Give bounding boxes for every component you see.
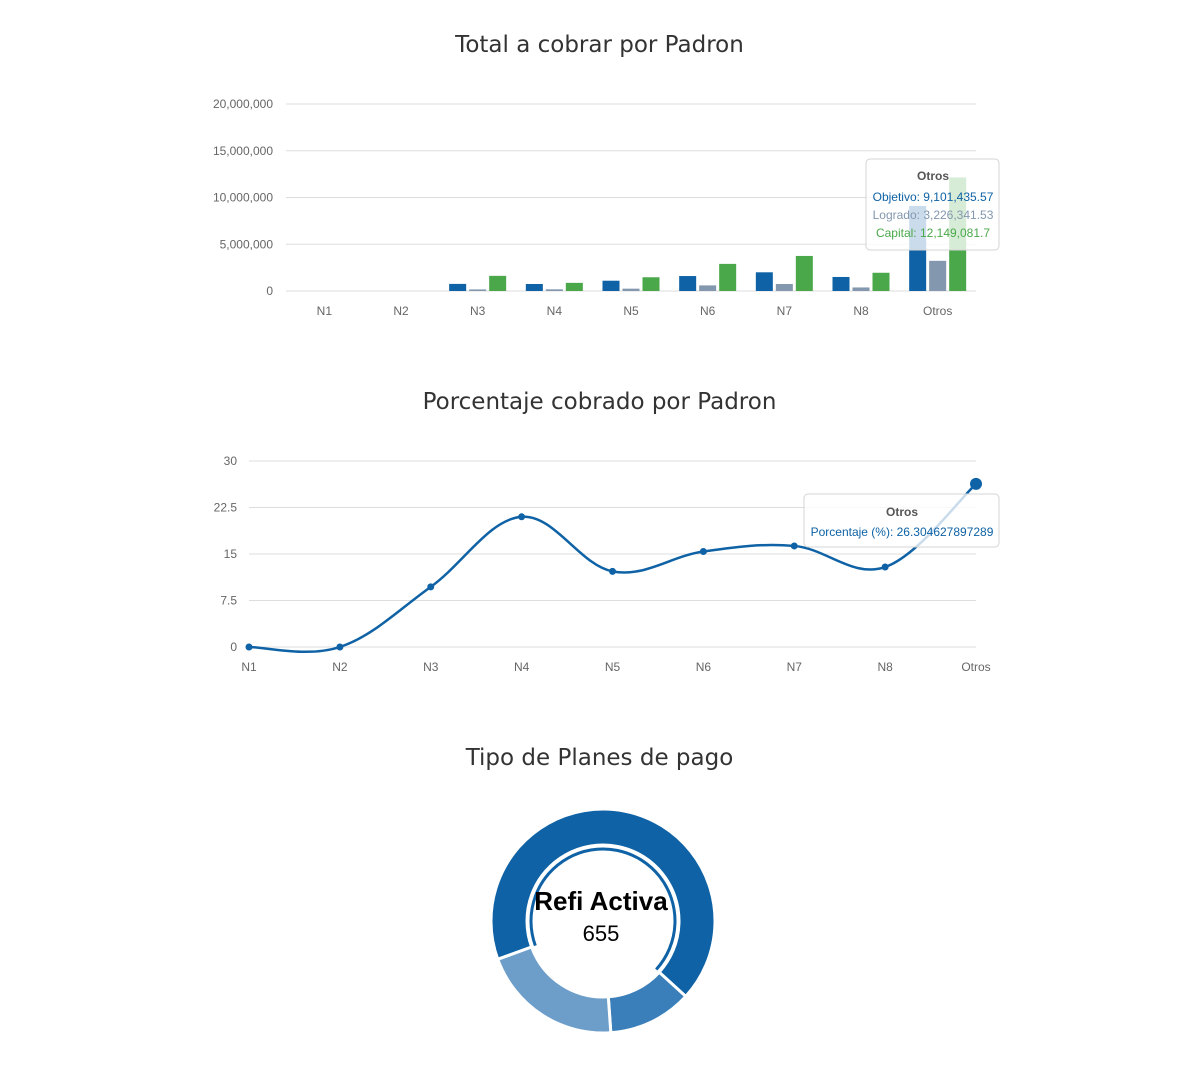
bar-capital-n8[interactable] (872, 272, 890, 291)
line-point-n4[interactable] (518, 513, 526, 521)
line-y-tick-label: 15 (224, 547, 238, 561)
line-x-tick-label: N2 (332, 660, 348, 674)
line-tooltip-box (803, 493, 1000, 548)
bar-objetivo-n8[interactable] (832, 276, 850, 291)
bar-tooltip-line: Objetivo: 9,101,435.57 (873, 190, 994, 204)
line-chart: 0 7.5 15 22.5 30 N1 N2 N3 N4 N5 N6 N7 N8 Otros Otros Po… (214, 454, 1000, 674)
bar-objetivo-n5[interactable] (602, 280, 620, 291)
line-chart-title: Porcentaje cobrado por Padron (422, 389, 777, 415)
bar-x-tick-label: N5 (623, 304, 639, 318)
bar-objetivo-n3[interactable] (449, 283, 467, 291)
line-point-n2[interactable] (336, 643, 344, 651)
bar-y-tick-label: 15,000,000 (213, 144, 273, 158)
bar-logrado-n6[interactable] (699, 285, 717, 291)
bar-tooltip: Otros Objetivo: 9,101,435.57 Logrado: 3,22… (865, 158, 1000, 251)
bar-chart-title: Total a cobrar por Padron (455, 32, 744, 58)
bar-x-tick-label: N8 (853, 304, 869, 318)
bar-capital-n4[interactable] (565, 282, 583, 291)
line-x-tick-label: N6 (696, 660, 712, 674)
line-point-n7[interactable] (790, 542, 798, 550)
donut-active-ring (529, 847, 677, 971)
bar-y-tick-label: 20,000,000 (213, 97, 273, 111)
line-x-tick-label: N8 (877, 660, 893, 674)
line-point-n1[interactable] (245, 643, 253, 651)
donut-chart: Refi Activa 655 (489, 807, 717, 1035)
line-point-n8[interactable] (881, 563, 889, 571)
bar-x-tick-label: N4 (547, 304, 563, 318)
bar-objetivo-n7[interactable] (755, 272, 773, 291)
bar-logrado-n4[interactable] (545, 289, 563, 291)
bar-y-tick-label: 5,000,000 (220, 237, 274, 251)
bar-tooltip-box (865, 158, 1000, 251)
bar-x-tick-label: N1 (317, 304, 333, 318)
line-x-tick-label: N5 (605, 660, 621, 674)
bar-logrado-n8[interactable] (852, 287, 870, 291)
line-tooltip: Otros Porcentaje (%): 26.304627897289 (803, 493, 1000, 548)
donut-slice-2[interactable] (495, 945, 613, 1035)
donut-slice-0[interactable] (489, 807, 717, 999)
donut-center-value: 655 (583, 921, 620, 946)
line-point-n5[interactable] (609, 567, 616, 575)
line-y-tick-label: 0 (230, 640, 237, 654)
bar-capital-n7[interactable] (795, 255, 813, 291)
bar-x-tick-label: Otros (923, 304, 952, 318)
bar-y-tick-label: 0 (266, 284, 273, 298)
bar-y-tick-label: 10,000,000 (213, 191, 273, 205)
line-y-tick-label: 22.5 (214, 501, 238, 515)
bar-x-tick-label: N7 (777, 304, 793, 318)
line-y-tick-label: 30 (224, 454, 238, 468)
bar-tooltip-title: Otros (917, 169, 949, 183)
bar-objetivo-n4[interactable] (525, 283, 543, 291)
bar-logrado-n3[interactable] (469, 289, 487, 291)
line-x-tick-label: N1 (241, 660, 257, 674)
line-x-tick-label: N7 (787, 660, 803, 674)
bar-capital-n6[interactable] (719, 263, 737, 291)
donut-chart-title: Tipo de Planes de pago (465, 745, 734, 771)
bar-chart: 0 5,000,000 10,000,000 15,000,000 20,000,000… (213, 97, 1000, 318)
bar-logrado-otros[interactable] (929, 260, 947, 291)
bar-logrado-n5[interactable] (622, 288, 640, 291)
line-x-tick-label: Otros (961, 660, 990, 674)
bar-objetivo-n6[interactable] (679, 276, 697, 291)
donut-center-label: Refi Activa (534, 886, 668, 916)
bar-x-tick-label: N3 (470, 304, 486, 318)
bar-x-tick-label: N2 (393, 304, 409, 318)
line-point-otros[interactable] (970, 477, 982, 490)
line-point-n3[interactable] (427, 583, 435, 591)
line-tooltip-title: Otros (886, 505, 918, 519)
bar-logrado-n7[interactable] (775, 283, 793, 291)
line-x-tick-label: N4 (514, 660, 530, 674)
line-y-tick-label: 7.5 (220, 594, 237, 608)
bar-tooltip-line: Capital: 12,149,081.7 (876, 226, 990, 240)
bar-tooltip-line: Logrado: 3,226,341.53 (873, 208, 994, 222)
line-point-n6[interactable] (699, 548, 707, 556)
bar-x-tick-label: N6 (700, 304, 716, 318)
line-tooltip-line: Porcentaje (%): 26.304627897289 (811, 525, 994, 539)
bar-capital-n5[interactable] (642, 277, 660, 291)
bar-capital-n3[interactable] (489, 275, 507, 291)
line-x-tick-label: N3 (423, 660, 439, 674)
